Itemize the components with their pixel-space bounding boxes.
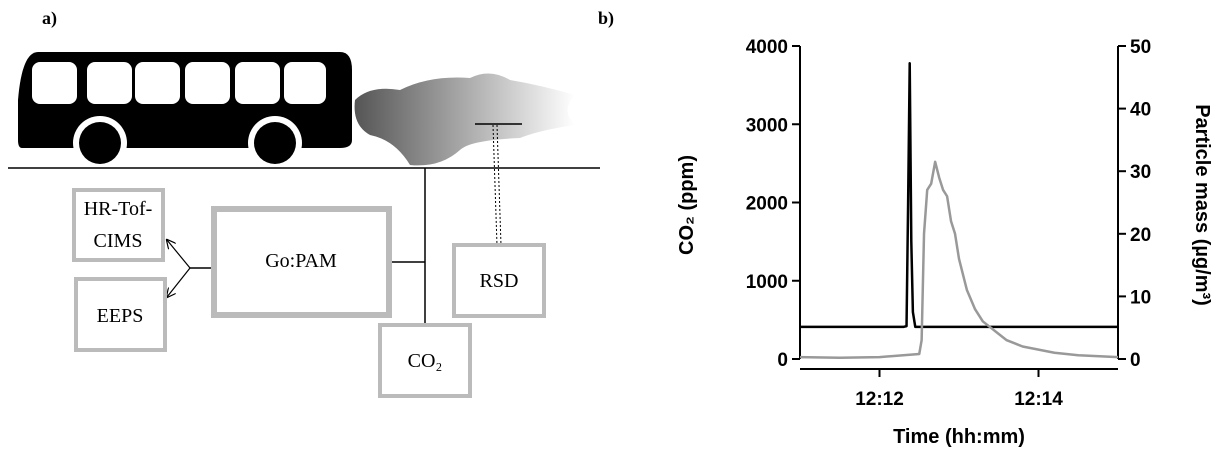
data-line bbox=[800, 162, 1118, 358]
y-tick-label: 0 bbox=[777, 350, 788, 371]
panel-a: a) HR-Tof- CIMS EEPS Go:PAM RSD bbox=[8, 8, 600, 396]
panel-b: b) 0 1000 2000 3000 4000 0 10 20 30 40 50 12:12 12:1… bbox=[598, 8, 1213, 448]
y2-tick-label: 0 bbox=[1130, 350, 1141, 371]
instrument-label: RSD bbox=[480, 270, 519, 292]
rsd-link bbox=[493, 125, 497, 245]
y2-tick-label: 40 bbox=[1130, 100, 1151, 121]
y-tick-label: 1000 bbox=[746, 272, 788, 293]
instrument-label: EEPS bbox=[97, 305, 144, 327]
bus bbox=[18, 52, 352, 170]
rsd-link bbox=[497, 125, 501, 245]
figure: a) HR-Tof- CIMS EEPS Go:PAM RSD bbox=[0, 0, 1223, 450]
arrow bbox=[167, 268, 190, 297]
x-axis-title: Time (hh:mm) bbox=[893, 426, 1025, 448]
y2-tick-label: 30 bbox=[1130, 162, 1151, 183]
instrument-label: CIMS bbox=[94, 230, 143, 252]
y-tick-label: 3000 bbox=[746, 115, 788, 136]
instrument-label: CO₂ bbox=[408, 350, 443, 372]
instrument-label: Go:PAM bbox=[265, 250, 337, 272]
y-tick-label: 4000 bbox=[746, 37, 788, 58]
y-tick-label: 2000 bbox=[746, 194, 788, 215]
exhaust-plume bbox=[355, 73, 575, 165]
arrow bbox=[167, 240, 190, 268]
panel-label: b) bbox=[598, 8, 614, 29]
data-line bbox=[800, 63, 1118, 327]
x-tick-label: 12:14 bbox=[1014, 389, 1063, 410]
y2-tick-label: 20 bbox=[1130, 225, 1151, 246]
y2-axis-title: Particle mass (µg/m³) bbox=[1191, 104, 1213, 306]
panel-label: a) bbox=[42, 8, 57, 29]
y2-tick-label: 50 bbox=[1130, 37, 1151, 58]
x-tick-label: 12:12 bbox=[855, 389, 904, 410]
y2-tick-label: 10 bbox=[1130, 287, 1151, 308]
instrument-label: HR-Tof- bbox=[84, 198, 153, 220]
y-axis-title: CO₂ (ppm) bbox=[676, 155, 698, 255]
